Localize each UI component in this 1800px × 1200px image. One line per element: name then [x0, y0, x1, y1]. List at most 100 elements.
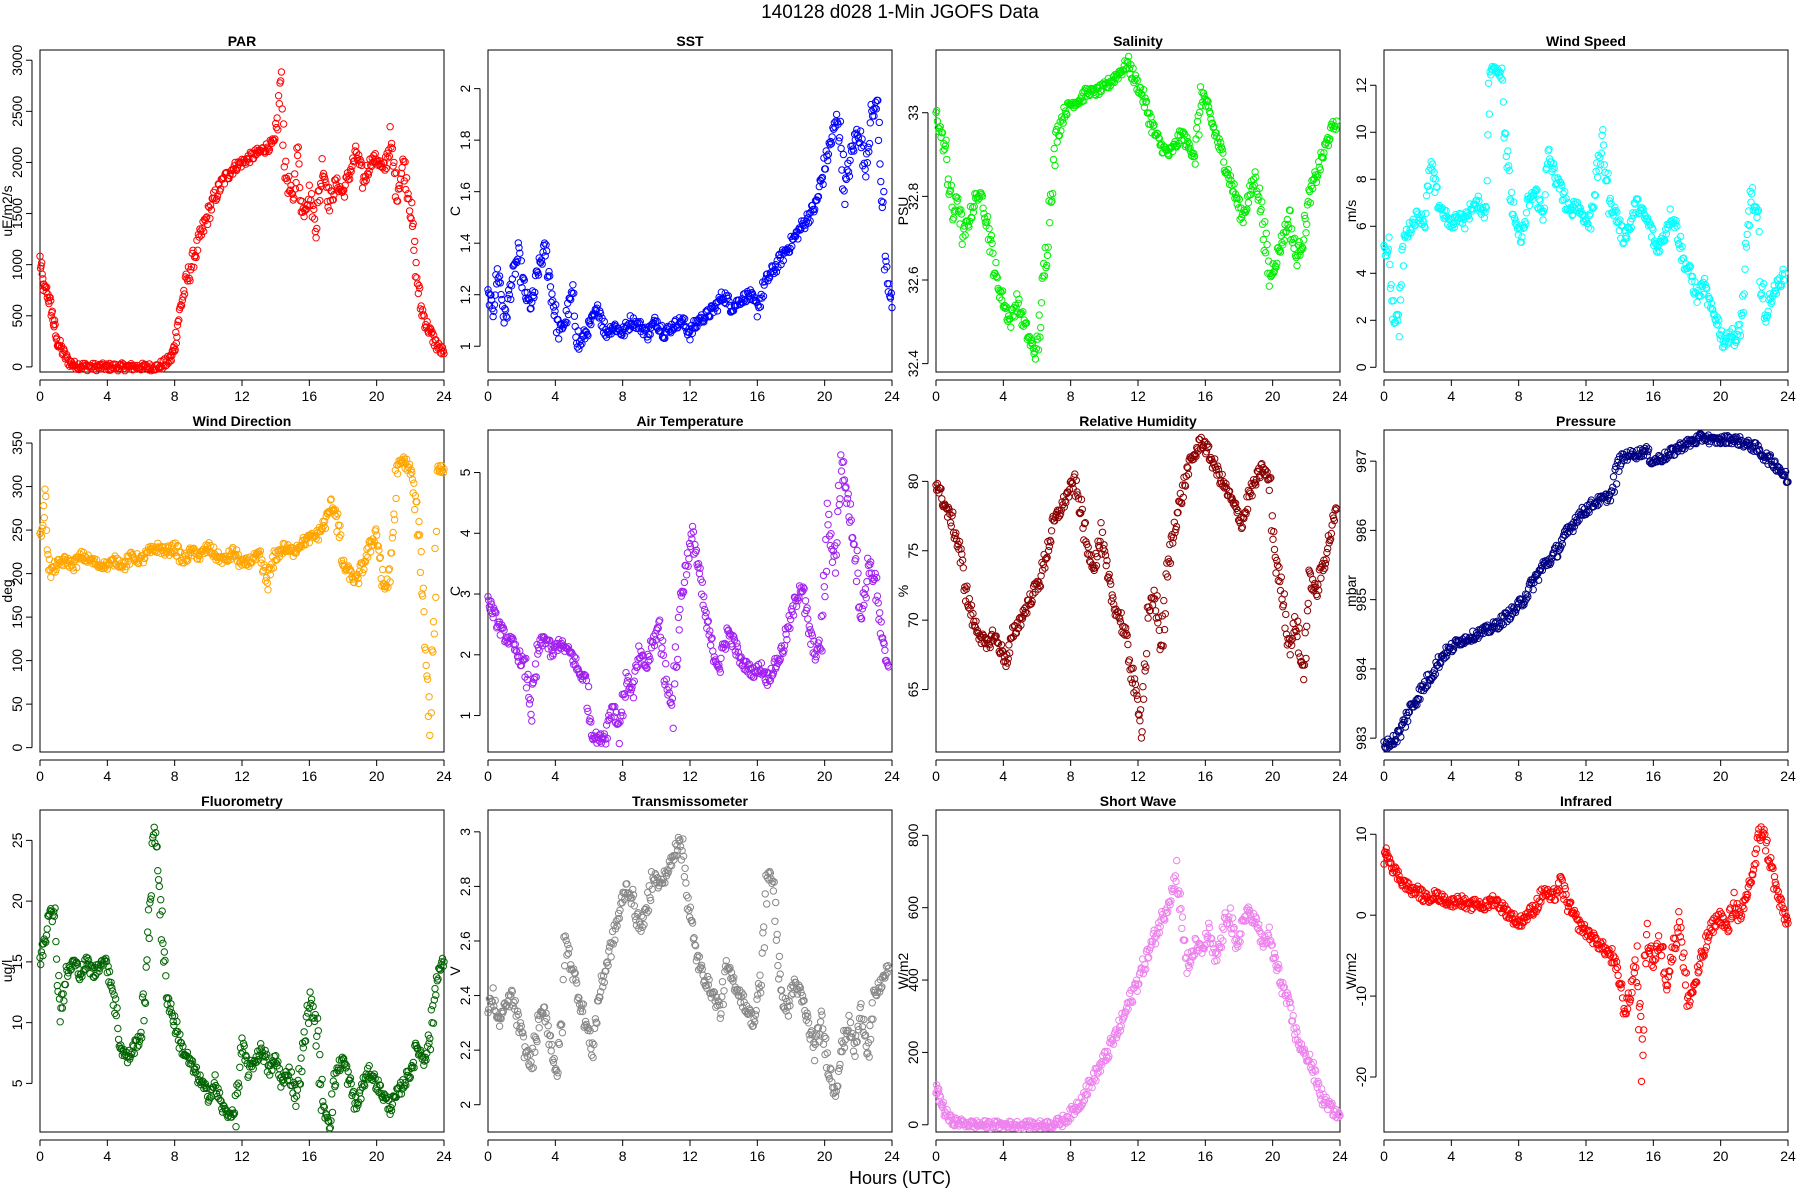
data-point [291, 170, 299, 178]
data-point [411, 273, 420, 281]
data-point [1008, 634, 1016, 642]
data-point [1276, 577, 1284, 586]
data-point [938, 129, 947, 137]
data-point [1703, 285, 1711, 293]
x-tick-label: 12 [234, 388, 250, 404]
data-point [257, 1040, 265, 1048]
data-point [1604, 169, 1612, 178]
data-point [145, 934, 153, 943]
data-point [1108, 591, 1116, 599]
data-point [1539, 216, 1547, 224]
data-point [1050, 144, 1058, 153]
data-point [617, 712, 625, 720]
data-point [1177, 127, 1185, 136]
data-point [837, 451, 845, 459]
data-point [642, 663, 650, 672]
data-point [1532, 185, 1540, 193]
data-point [999, 303, 1007, 311]
data-point [232, 1123, 240, 1131]
y-tick-label: 2 [1353, 316, 1369, 324]
data-point [978, 192, 987, 200]
data-point [331, 176, 340, 184]
data-point [1330, 516, 1339, 525]
data-point [1037, 323, 1045, 332]
data-point [292, 178, 300, 187]
data-point [1772, 287, 1780, 295]
data-point [974, 196, 982, 204]
data-point [846, 518, 854, 526]
data-point [532, 673, 540, 681]
data-point [355, 579, 363, 588]
data-point [390, 516, 399, 524]
data-point [152, 543, 161, 551]
data-point [963, 582, 971, 590]
plot-frame [1383, 429, 1789, 753]
data-point [947, 522, 955, 530]
data-point [52, 937, 60, 946]
data-point [177, 302, 186, 310]
x-tick-label: 0 [932, 768, 940, 784]
x-tick-label: 4 [1447, 768, 1455, 784]
data-point [795, 593, 803, 602]
data-point [696, 564, 704, 572]
data-point [1145, 603, 1153, 611]
x-tick-label: 8 [619, 768, 627, 784]
x-tick-label: 8 [1067, 388, 1075, 404]
data-point [1150, 586, 1158, 594]
data-point [667, 698, 675, 706]
data-point [1659, 232, 1667, 240]
data-point [1065, 485, 1074, 494]
data-point [299, 1044, 307, 1052]
data-point [1416, 695, 1424, 703]
data-point [147, 892, 156, 900]
data-point [1443, 652, 1451, 660]
data-point [888, 303, 896, 312]
data-point [1596, 153, 1604, 162]
data-point [679, 588, 688, 596]
data-point [982, 640, 990, 648]
data-point [527, 710, 535, 719]
data-point [621, 693, 629, 701]
data-point [327, 495, 335, 503]
data-point [1715, 316, 1723, 324]
data-point [326, 496, 335, 504]
data-point [1694, 292, 1703, 300]
data-point [313, 224, 321, 233]
data-point [576, 341, 585, 349]
data-point [1407, 229, 1415, 237]
data-point [279, 120, 288, 128]
data-point [1062, 498, 1070, 507]
data-point [688, 535, 696, 543]
data-point [432, 593, 440, 601]
data-point [1449, 646, 1457, 654]
data-point [1319, 154, 1327, 162]
x-tick-label: 12 [234, 1148, 250, 1164]
data-point [1549, 159, 1558, 168]
data-point [1294, 649, 1303, 657]
data-point [1098, 528, 1107, 536]
data-point [240, 1042, 248, 1050]
data-point [876, 609, 884, 617]
data-point [193, 1070, 201, 1079]
data-point [201, 217, 210, 225]
data-point [146, 895, 155, 903]
data-point [826, 541, 834, 550]
data-point [1315, 586, 1323, 595]
data-point [852, 555, 860, 563]
data-point [1034, 335, 1042, 343]
data-point [402, 174, 411, 182]
data-point [1658, 458, 1666, 466]
x-tick-label: 4 [103, 768, 111, 784]
data-point [157, 896, 165, 904]
data-point [274, 126, 282, 134]
data-point [308, 213, 316, 221]
data-point [804, 615, 812, 623]
data-point [177, 301, 185, 309]
x-tick-label: 0 [1380, 388, 1388, 404]
data-point [581, 672, 590, 680]
data-point [1461, 225, 1469, 233]
data-point [1144, 614, 1152, 622]
data-point [1768, 297, 1776, 305]
data-point [73, 563, 81, 572]
data-point [1430, 168, 1438, 176]
